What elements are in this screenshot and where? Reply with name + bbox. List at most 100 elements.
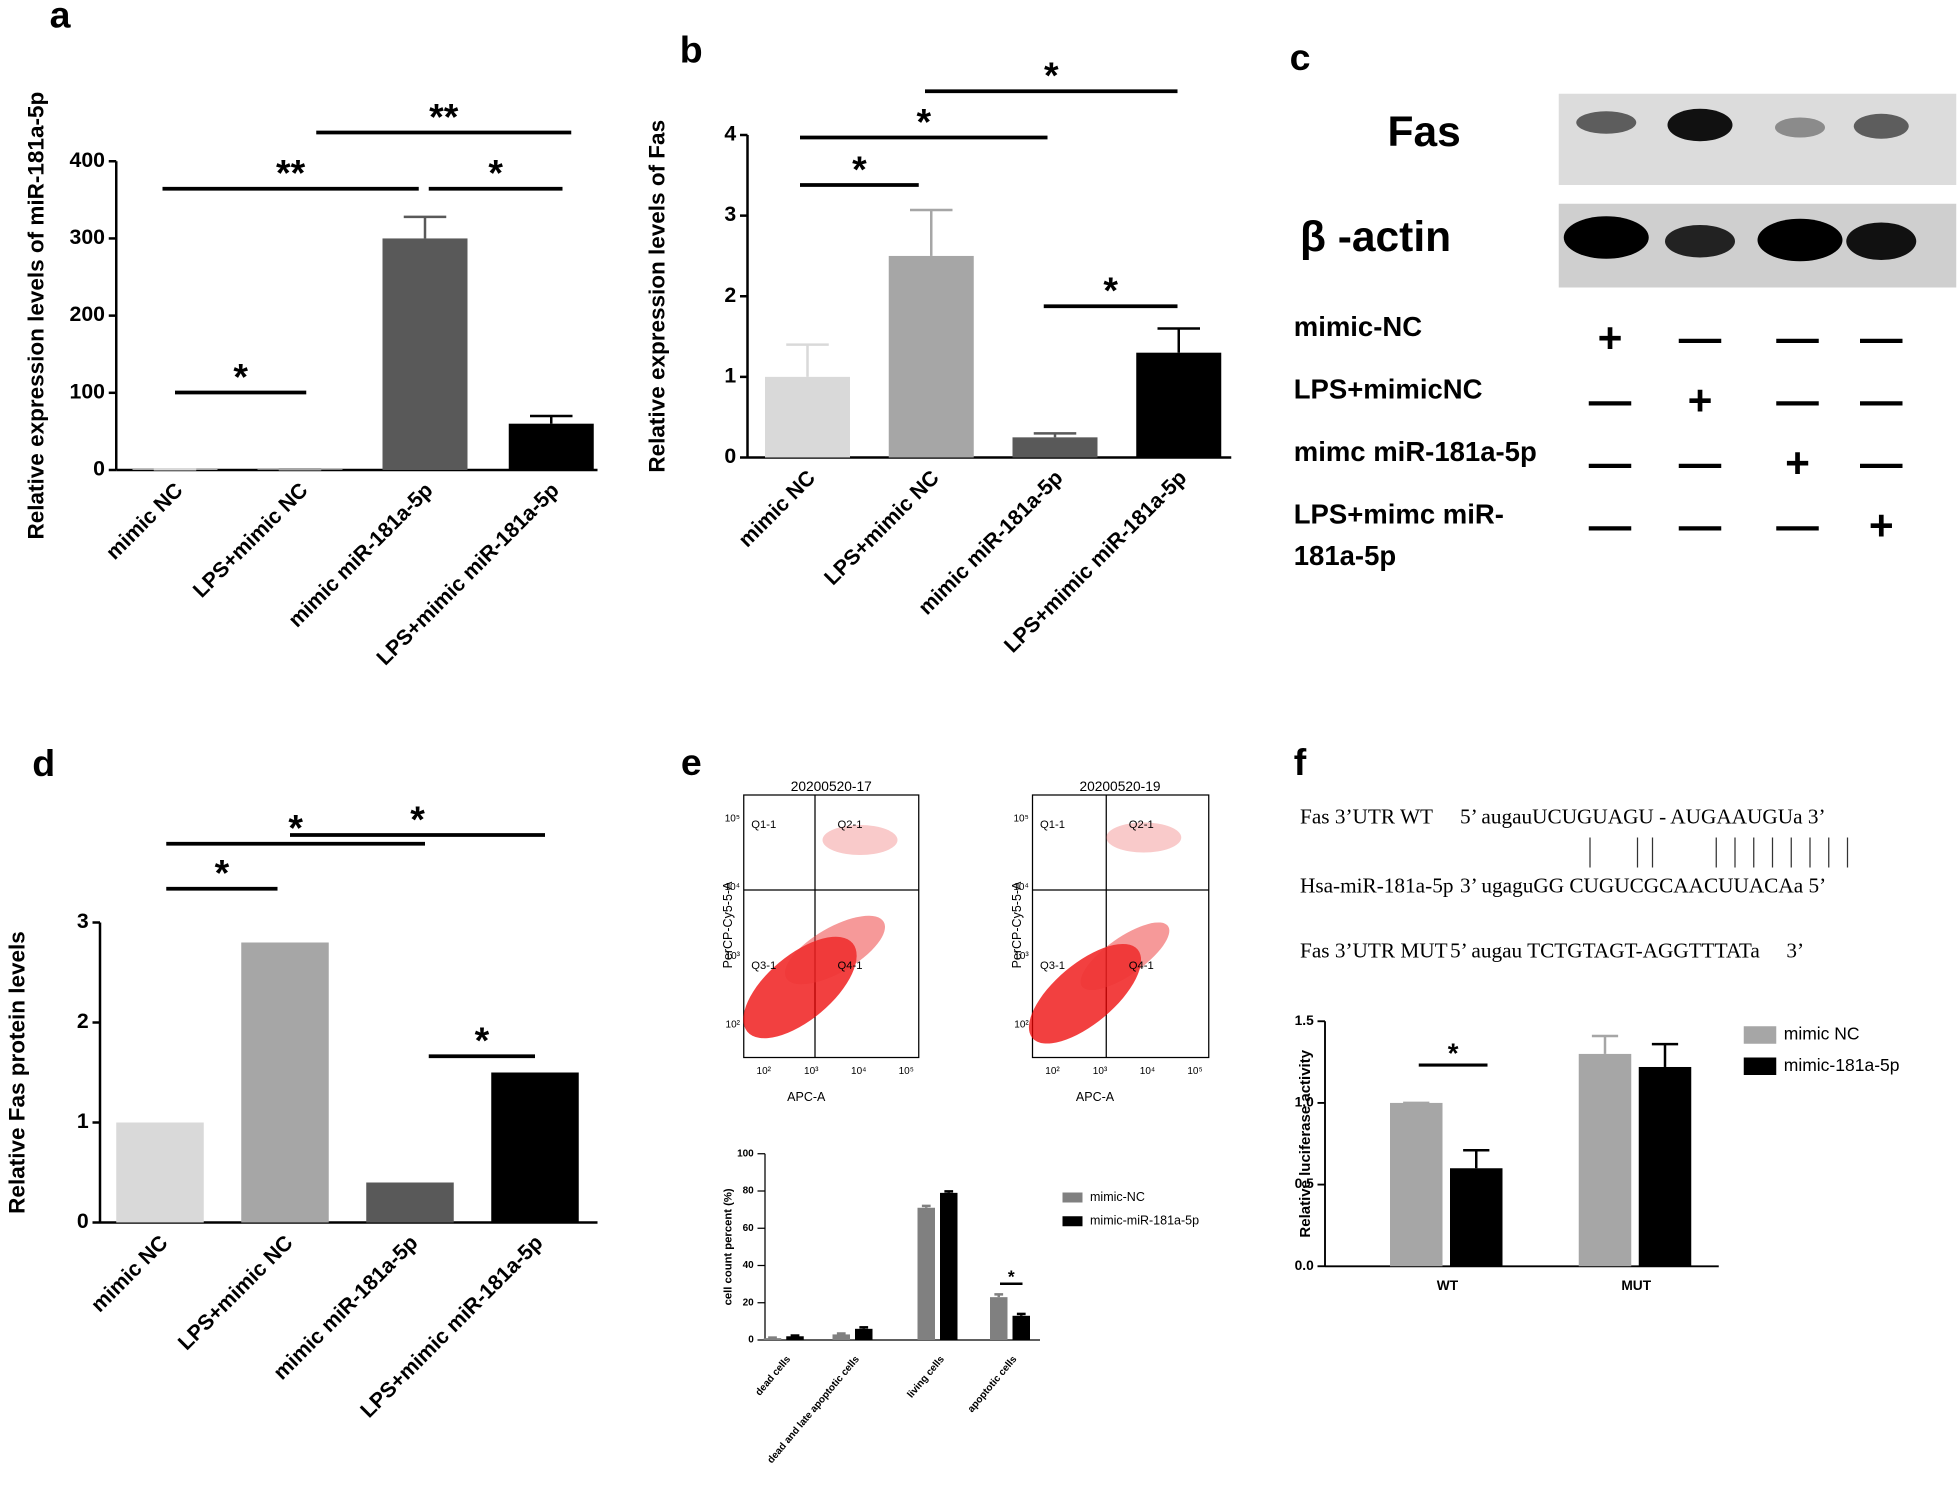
blot-band [1563, 216, 1649, 259]
blot-band [1757, 218, 1843, 262]
event-cloud [785, 915, 885, 985]
flow-y-label: PerCP-Cy5-5-A [721, 881, 735, 968]
y-tick-label: 1.5 [1295, 1013, 1314, 1028]
blot-image [1558, 93, 1957, 185]
y-tick-label: 1 [724, 363, 736, 387]
significance-label: * [475, 1019, 490, 1061]
sequence: 3’ ugaguGG CUGUCGCAACUUACAa 5’ [1460, 873, 1826, 897]
treatment-mark: — [1860, 378, 1903, 425]
bar [1012, 437, 1098, 458]
flow-frame [1031, 794, 1210, 1059]
bar [763, 1338, 782, 1340]
flow-x-tick: 10² [757, 1066, 772, 1077]
x-tick-label: living cells [906, 1354, 948, 1401]
sequence-name: Hsa-miR-181a-5p [1300, 873, 1453, 897]
bar [786, 1336, 804, 1340]
flow-x-tick: 10⁴ [1140, 1066, 1155, 1077]
y-tick-label: 4 [724, 122, 736, 146]
treatment-mark: — [1776, 503, 1819, 550]
y-tick-label: 0 [748, 1335, 754, 1346]
flow-title: 20200520-17 [791, 779, 872, 794]
y-tick-label: 400 [70, 148, 105, 172]
flow-y-tick: 10³ [726, 951, 741, 962]
significance-label: * [215, 852, 230, 894]
bar [888, 255, 974, 458]
sequence-name: Fas 3’UTR WT [1300, 805, 1433, 829]
treatment-mark: + [1598, 315, 1623, 362]
bar [366, 1182, 454, 1223]
legend-label: mimic-miR-181a-5p [1090, 1214, 1199, 1228]
error-bar [768, 1336, 777, 1339]
error-bar [790, 1334, 800, 1337]
bar [1136, 352, 1222, 458]
flow-y-tick: 10² [1014, 1020, 1029, 1031]
event-cloud [1106, 822, 1182, 853]
quadrant-label: Q1-1 [1040, 819, 1065, 831]
panel-label: b [680, 28, 703, 70]
error-bar [1651, 1042, 1679, 1067]
error-bar [786, 343, 829, 377]
bar [1638, 1066, 1692, 1267]
significance-label: * [1448, 1038, 1459, 1069]
error-bar [910, 208, 953, 256]
y-tick-label: 0 [724, 444, 736, 468]
error-bar [944, 1190, 954, 1193]
band-label: Fas [1388, 109, 1461, 156]
significance-label: * [288, 807, 303, 849]
error-bar [836, 1332, 846, 1335]
error-bar [1157, 327, 1200, 353]
bar [508, 423, 594, 470]
x-tick-label: mimic NC [101, 478, 187, 564]
treatment-mark: — [1589, 440, 1632, 487]
y-tick-label: 0.0 [1295, 1258, 1314, 1273]
significance-label: * [916, 100, 931, 142]
flow-x-tick: 10⁴ [851, 1066, 866, 1077]
x-tick-label: mimic NC [734, 466, 820, 552]
y-axis-label: cell count percent (%) [723, 1188, 735, 1305]
x-tick-label: LPS+mimic NC [173, 1231, 297, 1355]
y-tick-label: 0 [93, 457, 105, 481]
significance-label: * [1008, 1266, 1015, 1286]
y-axis-label: Relative Fas protein levels [5, 931, 30, 1214]
flow-x-tick: 10² [1045, 1066, 1060, 1077]
legend-swatch [1743, 1026, 1777, 1044]
flow-plot [743, 794, 1210, 1059]
quadrant-label: Q2-1 [1129, 819, 1154, 831]
legend-label: mimic-181a-5p [1784, 1055, 1900, 1075]
significance-label: * [1103, 269, 1118, 311]
error-bar [1033, 432, 1077, 438]
treatment-mark: — [1776, 378, 1819, 425]
flow-x-tick: 10³ [1093, 1066, 1108, 1077]
y-tick-label: 100 [70, 379, 105, 403]
y-axis-label: Relative expression levels of miR-181a-5… [23, 92, 48, 540]
significance-label: * [1044, 54, 1059, 96]
error-bar [859, 1326, 869, 1329]
panel-label: d [32, 742, 55, 784]
bar [1450, 1168, 1503, 1267]
y-tick-label: 300 [70, 225, 105, 249]
y-tick-label: 40 [743, 1260, 755, 1271]
treatment-mark: — [1589, 378, 1632, 425]
bar [832, 1334, 850, 1340]
flow-frame [743, 794, 920, 1059]
significance-label: * [852, 148, 867, 190]
y-tick-label: 2 [77, 1009, 89, 1033]
flow-x-label: APC-A [787, 1090, 826, 1104]
x-tick-label: MUT [1621, 1278, 1651, 1293]
flow-x-tick: 10³ [804, 1066, 819, 1077]
legend-swatch [1062, 1216, 1083, 1227]
treatment-mark: — [1860, 315, 1903, 362]
y-tick-label: 200 [70, 302, 105, 326]
y-axis-label: Relative luciferase activity [1297, 1049, 1314, 1237]
treatment-mark: — [1679, 315, 1722, 362]
bar [1578, 1053, 1632, 1267]
panel-label: e [681, 741, 702, 783]
flow-y-tick: 10⁵ [725, 813, 740, 824]
band-label: β -actin [1300, 214, 1451, 261]
bar [990, 1297, 1008, 1340]
bar [241, 942, 329, 1223]
row-label: mimic-NC [1294, 311, 1422, 342]
quadrant-label: Q1-1 [751, 819, 776, 831]
bar [491, 1072, 579, 1223]
